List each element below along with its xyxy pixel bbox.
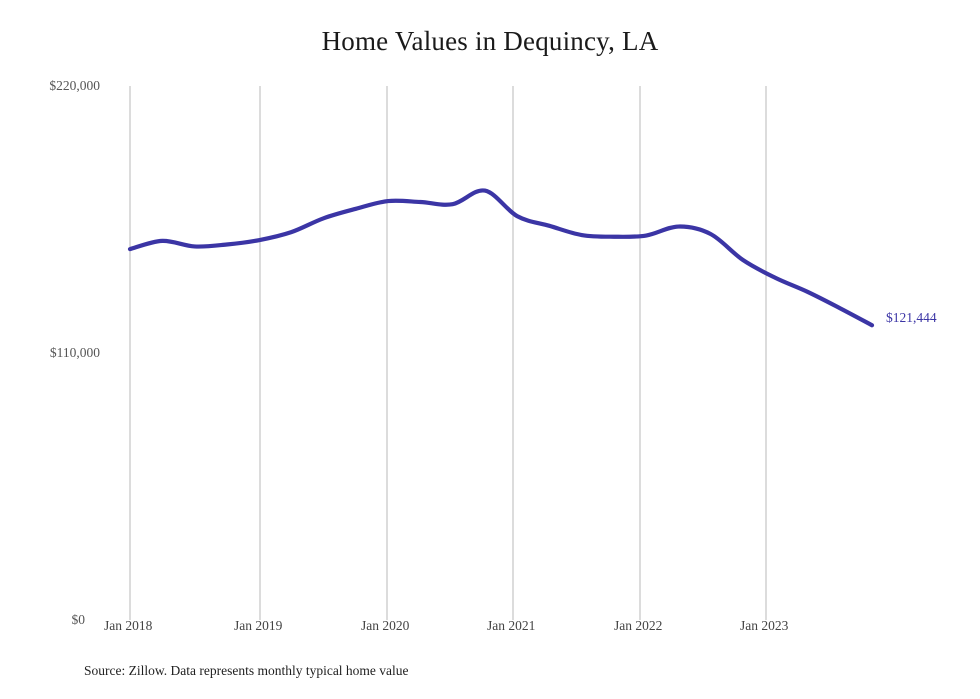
home-value-line bbox=[127, 188, 875, 328]
x-axis-tick-jan-2023: Jan 2023 bbox=[740, 618, 789, 633]
gridlines bbox=[129, 86, 767, 620]
chart-title: Home Values in Dequincy, LA bbox=[321, 26, 659, 56]
x-axis-tick-jan-2019: Jan 2019 bbox=[234, 618, 283, 633]
x-axis-tick-jan-2018: Jan 2018 bbox=[104, 618, 153, 633]
x-axis-tick-jan-2021: Jan 2021 bbox=[487, 618, 536, 633]
y-axis-label-zero: $0 bbox=[71, 612, 86, 627]
source-note: Source: Zillow. Data represents monthly … bbox=[84, 663, 409, 678]
x-axis-tick-jan-2020: Jan 2020 bbox=[361, 618, 410, 633]
y-axis-label-mid: $110,000 bbox=[49, 345, 100, 360]
end-value-annotation: $121,444 bbox=[886, 310, 937, 325]
y-axis-label-top: $220,000 bbox=[49, 78, 100, 93]
x-axis-tick-jan-2022: Jan 2022 bbox=[614, 618, 663, 633]
